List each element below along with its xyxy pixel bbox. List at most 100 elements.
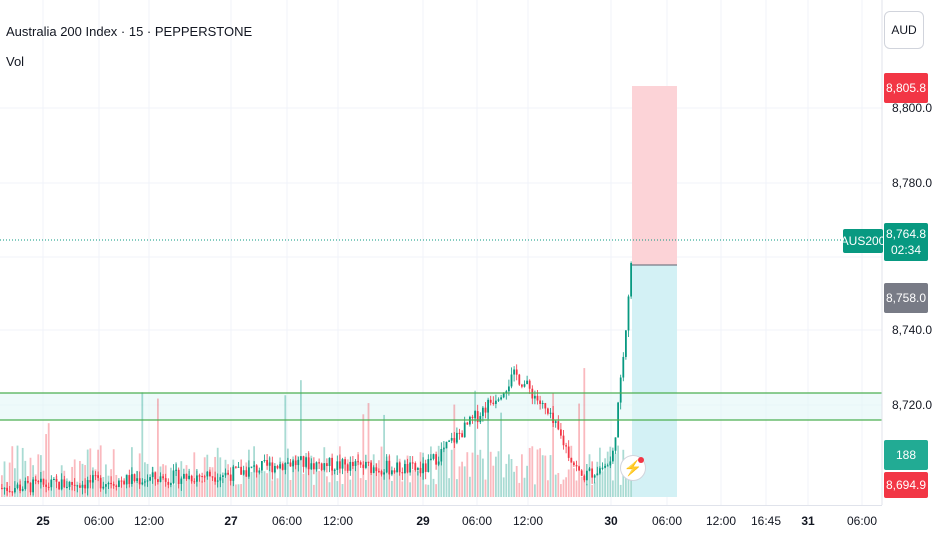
volume-bar bbox=[274, 470, 276, 497]
candle-body bbox=[141, 482, 144, 485]
low-price-badge: 8,694.9 bbox=[884, 472, 928, 498]
candle-body bbox=[578, 466, 580, 471]
volume-bar bbox=[336, 481, 339, 497]
candle-body bbox=[536, 395, 539, 401]
volume-bar bbox=[112, 449, 115, 497]
volume-bar bbox=[469, 476, 471, 497]
volume-bar bbox=[596, 461, 599, 497]
symbol-title[interactable]: Australia 200 Index · 15 · PEPPERSTONE bbox=[6, 24, 253, 39]
volume-bar bbox=[383, 414, 385, 497]
volume-bar bbox=[331, 467, 333, 497]
candle-body bbox=[50, 479, 53, 488]
volume-bar bbox=[445, 447, 448, 497]
time-label: 31 bbox=[801, 514, 815, 528]
candle-body bbox=[3, 487, 6, 489]
candle-body bbox=[42, 478, 45, 485]
volume-bar bbox=[216, 447, 219, 497]
candle-body bbox=[575, 465, 578, 467]
candle-body bbox=[609, 461, 612, 466]
candle-body bbox=[24, 480, 27, 489]
stop-loss-zone[interactable] bbox=[632, 86, 677, 265]
volume-bar bbox=[370, 460, 372, 497]
candle-body bbox=[396, 462, 398, 473]
volume-bar bbox=[495, 456, 497, 497]
candle-body bbox=[224, 472, 227, 476]
volume-bar bbox=[320, 469, 323, 497]
candle-body bbox=[81, 484, 84, 488]
volume-bar bbox=[627, 468, 630, 497]
volume-bar bbox=[250, 471, 253, 497]
volume-bar bbox=[562, 479, 565, 497]
candle-body bbox=[125, 475, 128, 485]
candle-body bbox=[105, 484, 107, 487]
volume-bar bbox=[531, 446, 534, 497]
volume-bar bbox=[359, 478, 362, 497]
candle-body bbox=[206, 471, 209, 477]
volume-bar bbox=[123, 479, 125, 497]
candle-body bbox=[63, 479, 66, 488]
volume-bar bbox=[554, 474, 557, 497]
volume-bar bbox=[136, 470, 138, 497]
candle-body bbox=[253, 465, 255, 467]
candle-body bbox=[560, 429, 562, 436]
candle-body bbox=[154, 472, 157, 480]
candle-body bbox=[60, 479, 63, 490]
candle-body bbox=[333, 469, 336, 471]
candle-body bbox=[422, 463, 424, 474]
candle-body bbox=[255, 465, 258, 473]
candle-body bbox=[37, 480, 40, 483]
candle-body bbox=[227, 472, 229, 475]
currency-button[interactable]: AUD bbox=[884, 11, 924, 49]
volume-bar bbox=[479, 449, 482, 497]
volume-bar bbox=[430, 446, 432, 497]
candle-body bbox=[528, 380, 531, 389]
time-label: 30 bbox=[604, 514, 618, 528]
candle-body bbox=[541, 403, 544, 405]
volume-bar bbox=[79, 460, 81, 497]
candle-body bbox=[593, 475, 596, 478]
volume-bar bbox=[372, 454, 375, 497]
volume-bar bbox=[209, 466, 211, 497]
volume-bar bbox=[393, 471, 396, 497]
candle-body bbox=[463, 422, 466, 438]
time-label: 29 bbox=[416, 514, 430, 528]
candle-body bbox=[102, 486, 105, 489]
candle-body bbox=[432, 454, 435, 459]
volume-bar bbox=[570, 445, 573, 497]
volume-bar bbox=[294, 454, 297, 497]
volume-bar bbox=[606, 451, 609, 497]
volume-bar bbox=[578, 403, 580, 497]
volume-bar bbox=[313, 484, 315, 497]
candle-body bbox=[115, 485, 118, 487]
candle-body bbox=[131, 474, 133, 484]
candle-body bbox=[318, 462, 320, 464]
candle-body bbox=[112, 484, 115, 486]
candle-body bbox=[521, 384, 523, 387]
volume-bar bbox=[8, 462, 11, 497]
volume-bar bbox=[310, 455, 313, 497]
volume-bar bbox=[58, 484, 60, 497]
volume-bar bbox=[604, 458, 606, 497]
volume-bar bbox=[378, 460, 380, 497]
lightning-icon[interactable]: ⚡ bbox=[620, 455, 646, 481]
volume-bar bbox=[521, 454, 523, 497]
candle-body bbox=[466, 422, 469, 425]
volume-bar bbox=[424, 484, 427, 497]
candle-body bbox=[196, 475, 198, 482]
candle-body bbox=[531, 388, 534, 399]
candle-body bbox=[580, 470, 583, 476]
candle-body bbox=[258, 470, 261, 473]
volume-bar bbox=[497, 451, 500, 497]
current-price-badge: 8,764.8 02:34 bbox=[884, 223, 928, 261]
volume-bar bbox=[588, 454, 591, 497]
candle-body bbox=[144, 481, 146, 483]
volume-indicator-label[interactable]: Vol bbox=[6, 54, 25, 69]
candle-body bbox=[388, 460, 391, 475]
volume-bar bbox=[456, 479, 458, 497]
volume-bar bbox=[229, 475, 232, 497]
volume-bar bbox=[411, 469, 414, 497]
candle-body bbox=[66, 486, 68, 488]
candle-body bbox=[573, 462, 575, 466]
volume-bar bbox=[575, 480, 578, 497]
